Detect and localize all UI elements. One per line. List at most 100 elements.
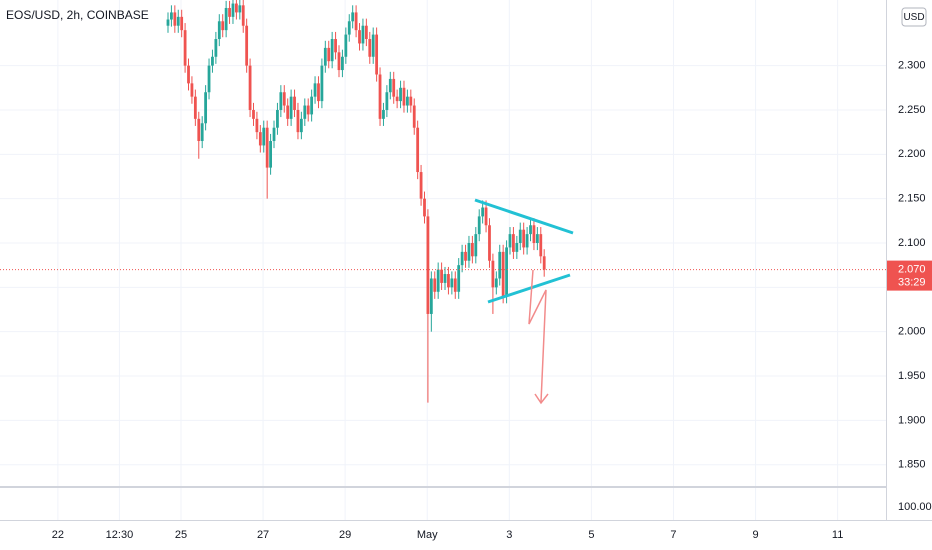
candle-body	[364, 25, 368, 40]
candle-body	[255, 118, 259, 133]
candle-body	[289, 96, 293, 119]
candle-body	[518, 229, 522, 243]
candle-body	[423, 198, 426, 217]
candle-body	[412, 105, 416, 128]
candle-body	[252, 109, 255, 119]
x-tick-label: May	[417, 529, 438, 541]
candle-body	[293, 96, 296, 110]
trendline-lower	[487, 273, 571, 304]
arrow-head	[534, 393, 549, 405]
x-tick-label: 25	[175, 529, 187, 541]
candle-body	[214, 39, 218, 57]
candle-body	[481, 207, 485, 217]
candle-body	[371, 34, 375, 57]
x-tick-label: 9	[752, 529, 758, 541]
candle-body	[347, 21, 351, 35]
candle-body	[241, 5, 245, 26]
x-tick-label: 29	[339, 529, 351, 541]
candle-body	[399, 87, 402, 102]
trendline-upper	[474, 198, 574, 235]
candle-body	[276, 109, 279, 128]
candle-body	[334, 39, 337, 53]
candle-body	[440, 269, 443, 283]
candle-body	[228, 7, 231, 17]
x-tick-label: 22	[52, 529, 64, 541]
candle-body	[395, 96, 399, 102]
y-tick-label: 1.950	[898, 370, 926, 382]
y-tick-label: 1.850	[898, 459, 926, 471]
currency-label[interactable]: USD	[903, 12, 924, 23]
candle-body	[539, 234, 543, 257]
x-tick-label: 3	[506, 529, 512, 541]
candle-body	[231, 3, 235, 17]
candle-body	[354, 12, 358, 31]
candle-body	[272, 127, 276, 142]
candle-body	[207, 65, 211, 93]
candle-body	[522, 229, 526, 248]
candle-body	[385, 92, 389, 110]
candle-body	[498, 251, 502, 279]
candle-body	[505, 247, 508, 297]
candle-body	[258, 132, 262, 146]
currency-badge[interactable]	[901, 7, 927, 27]
candle-body	[330, 39, 334, 62]
candle-body	[529, 225, 532, 235]
candle-body	[460, 251, 464, 266]
projection-arrow	[528, 269, 547, 403]
candle-body	[344, 34, 348, 57]
candle-body	[197, 118, 201, 142]
x-tick-label: 11	[832, 529, 843, 541]
candle-body	[515, 243, 519, 252]
candle-body	[375, 34, 379, 75]
candle-body	[269, 141, 272, 168]
candle-body	[173, 12, 177, 26]
candle-body	[405, 96, 409, 106]
x-tick-label: 27	[257, 529, 269, 541]
candle-body	[474, 234, 478, 257]
candle-body	[265, 127, 269, 168]
candle-body	[211, 56, 214, 66]
candle-body	[491, 260, 495, 288]
current-price-label: 2.070	[898, 264, 926, 276]
candle-body	[419, 172, 423, 199]
candle-body	[488, 225, 491, 261]
lower-pane-tick-label: 100.00	[898, 501, 932, 513]
candle-body	[193, 96, 197, 119]
candle-body	[234, 3, 238, 13]
candle-body	[323, 47, 327, 66]
candle-body	[313, 83, 317, 97]
candle-body	[358, 30, 361, 44]
candle-body	[248, 65, 252, 110]
y-tick-label: 2.000	[898, 326, 926, 338]
candle-body	[508, 234, 512, 248]
candle-body	[443, 274, 447, 283]
candle-body	[170, 12, 173, 20]
candle-body	[351, 12, 355, 22]
candle-body	[180, 16, 184, 31]
x-tick-label: 12:30	[106, 529, 134, 541]
candle-body	[525, 234, 529, 248]
candle-body	[262, 127, 266, 146]
candle-body	[190, 83, 194, 97]
y-tick-label: 2.150	[898, 193, 926, 205]
candle-body	[183, 30, 187, 66]
candle-body	[392, 78, 396, 97]
candle-body	[187, 65, 190, 84]
candle-body	[470, 243, 474, 257]
candle-body	[453, 278, 457, 292]
x-tick-label: 5	[588, 529, 594, 541]
grid	[0, 0, 886, 520]
candle-body	[382, 109, 385, 119]
candle-body	[429, 278, 433, 314]
candle-body	[245, 25, 249, 66]
candle-body	[477, 216, 481, 235]
candle-body	[221, 21, 225, 31]
candle-body	[447, 274, 450, 288]
candle-body	[200, 123, 204, 142]
candle-body	[388, 78, 392, 93]
y-tick-label: 2.100	[898, 237, 926, 249]
candle-body	[166, 19, 170, 26]
current-price-badge	[887, 260, 932, 291]
